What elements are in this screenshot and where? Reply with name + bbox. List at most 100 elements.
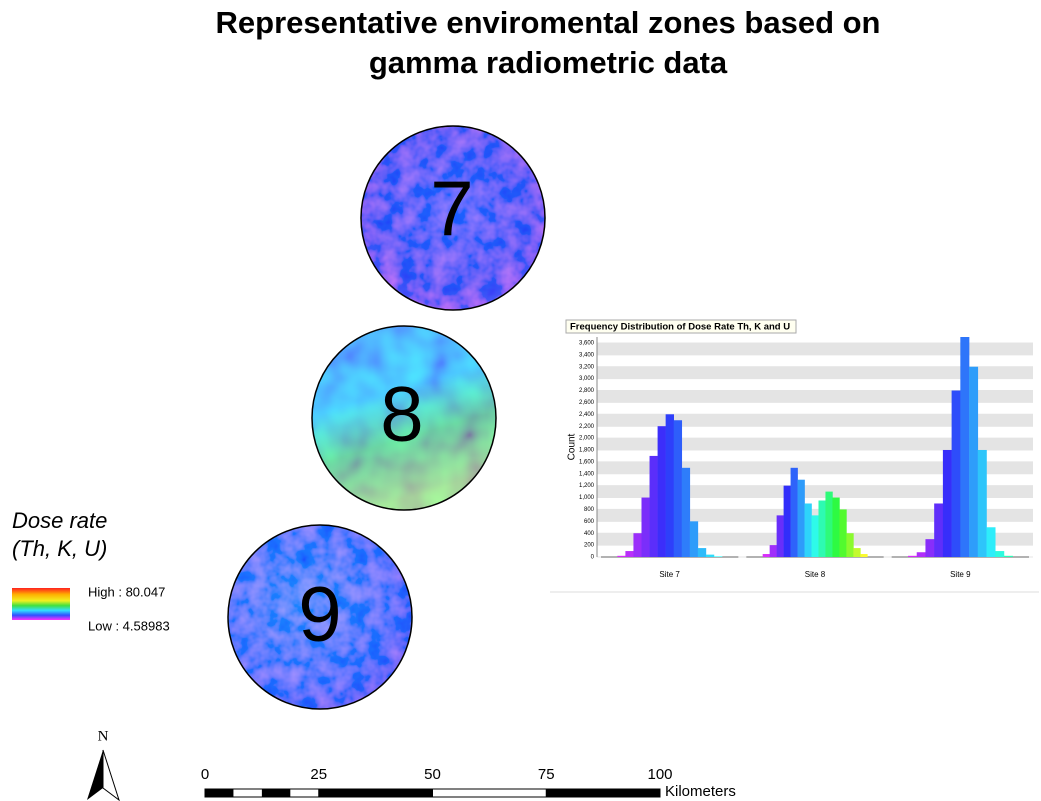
legend-swatch — [12, 588, 70, 620]
y-tick-label: 400 — [584, 531, 595, 537]
y-tick-label: 3,200 — [579, 364, 595, 370]
y-tick-label: 200 — [584, 543, 595, 549]
histogram-bar — [860, 554, 868, 557]
histogram-bar — [776, 515, 784, 557]
histogram-bar — [995, 551, 1005, 557]
x-tick-label: Site 7 — [659, 570, 680, 579]
scale-unit: Kilometers — [665, 783, 736, 800]
histogram-bar — [713, 556, 723, 557]
y-tick-label: 600 — [584, 519, 595, 525]
grid-band — [597, 485, 1033, 498]
y-tick-label: 1,800 — [579, 448, 595, 454]
y-tick-label: 2,600 — [579, 400, 595, 406]
histogram-bar — [697, 548, 707, 557]
site-label: 9 — [298, 570, 341, 658]
y-tick-label: 1,400 — [579, 471, 595, 477]
y-tick-label: 2,000 — [579, 436, 595, 442]
y-tick-label: 1,600 — [579, 459, 595, 465]
y-tick-label: 3,000 — [579, 376, 595, 382]
chart-title: Frequency Distribution of Dose Rate Th, … — [570, 322, 790, 333]
zone-outline — [360, 125, 546, 311]
scale-label: 0 — [201, 766, 209, 783]
scale-segment — [261, 789, 291, 797]
histogram-bar — [832, 497, 840, 557]
histogram-bar — [657, 426, 666, 557]
y-tick-label: 2,800 — [579, 388, 595, 394]
site-zone — [361, 126, 545, 310]
histogram-bar — [951, 390, 961, 557]
zone-outline — [227, 524, 413, 710]
grid-band — [597, 461, 1033, 474]
site-zone — [228, 525, 412, 709]
histogram-bar — [977, 449, 987, 557]
scale-segment — [318, 789, 433, 797]
histogram-bar — [846, 533, 854, 557]
y-axis-label: Count — [567, 433, 578, 460]
histogram-bar — [908, 555, 918, 557]
north-arrow — [87, 750, 103, 800]
histogram-bar — [783, 485, 791, 557]
y-tick-label: 800 — [584, 507, 595, 513]
grid-band — [597, 342, 1033, 355]
histogram-bar — [625, 551, 634, 557]
y-tick-label: 2,200 — [579, 424, 595, 430]
north-label: N — [98, 728, 109, 744]
histogram-bar — [934, 503, 944, 557]
scale-label: 75 — [538, 766, 555, 783]
histogram-bar — [825, 491, 833, 557]
scale-label: 25 — [310, 766, 327, 783]
histogram-bar — [681, 467, 691, 557]
histogram-bar — [960, 337, 970, 557]
histogram-bar — [969, 366, 979, 557]
histogram-bar — [853, 548, 861, 557]
histogram-bar — [797, 479, 805, 557]
histogram-bar — [818, 500, 826, 557]
title: gamma radiometric data — [369, 45, 728, 80]
legend-high: High : 80.047 — [88, 584, 165, 599]
y-tick-label: 3,600 — [579, 341, 595, 347]
histogram-bar — [769, 545, 777, 557]
x-tick-label: Site 8 — [805, 570, 826, 579]
legend-title: Dose rate — [12, 508, 107, 533]
scale-label: 100 — [647, 766, 672, 783]
title: Representative enviromental zones based … — [216, 5, 881, 40]
chart-title-box — [565, 319, 797, 334]
site-label: 7 — [430, 165, 473, 253]
legend-low: Low : 4.58983 — [88, 618, 170, 633]
histogram-bar — [617, 555, 626, 557]
site-zone — [312, 326, 496, 510]
grid-band — [597, 438, 1033, 450]
histogram-bar — [942, 449, 952, 557]
scale-segment — [205, 789, 234, 797]
grid-band — [597, 414, 1033, 427]
histogram-bar — [804, 503, 812, 557]
histogram-bar — [673, 420, 683, 557]
y-tick-label: 0 — [591, 555, 595, 561]
histogram-bar — [1003, 555, 1013, 557]
zone-outline — [311, 325, 497, 511]
histogram-bar — [986, 527, 996, 557]
x-tick-label: Site 9 — [950, 570, 971, 579]
histogram-bar — [811, 515, 819, 557]
y-tick-label: 1,000 — [579, 495, 595, 501]
histogram-bar — [689, 521, 699, 557]
histogram-bar — [633, 533, 642, 557]
north-arrow — [102, 749, 120, 801]
scale-segment — [546, 789, 660, 797]
histogram-bar — [762, 554, 770, 557]
histogram-bar — [925, 539, 935, 557]
histogram-bar — [790, 467, 798, 557]
y-tick-label: 3,400 — [579, 352, 595, 358]
scale-label: 50 — [424, 766, 441, 783]
legend-subtitle: (Th, K, U) — [12, 536, 107, 561]
site-label: 8 — [380, 370, 423, 458]
chart: 0 200 400 600 800 1,000 1,200 1,400 1,600 1,800 2,… — [579, 337, 1033, 579]
histogram-bar — [916, 552, 926, 557]
histogram-bar — [665, 414, 674, 557]
histogram-bar — [839, 509, 847, 557]
histogram-bar — [705, 554, 715, 557]
y-tick-label: 2,400 — [579, 412, 595, 418]
histogram-bar — [649, 455, 658, 557]
